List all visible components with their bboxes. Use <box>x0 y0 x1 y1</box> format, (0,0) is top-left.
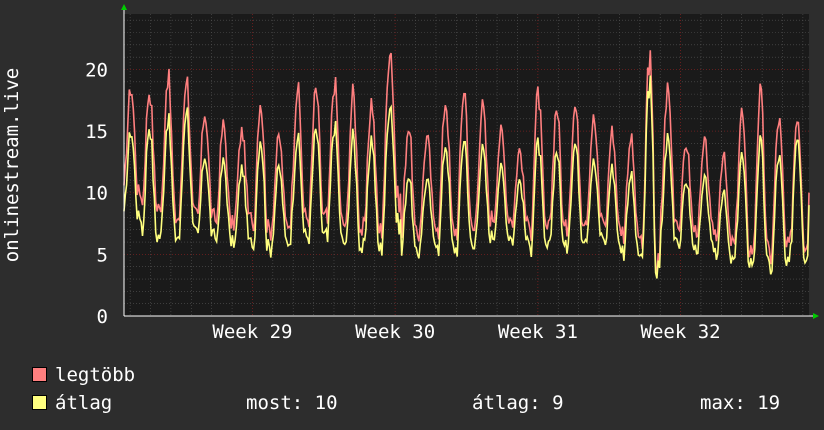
avg-swatch <box>32 395 47 410</box>
max-swatch <box>32 367 47 382</box>
y-axis-label: onlinestream.live <box>1 67 23 263</box>
y-tick-label: 0 <box>97 306 108 328</box>
legend-label-avg: átlag <box>55 392 113 414</box>
x-tick-label: Week 29 <box>212 321 292 343</box>
legend-item-avg: átlag <box>32 392 112 414</box>
series-line-max <box>123 50 810 274</box>
stat-now: most: 10 <box>246 392 338 414</box>
y-tick-label: 10 <box>85 183 108 205</box>
legend-label-max: legtöbb <box>55 364 136 386</box>
stat-average: átlag: 9 <box>472 392 564 414</box>
series-lines <box>123 50 810 279</box>
y-tick-label: 20 <box>85 59 108 81</box>
x-tick-label: Week 31 <box>498 321 578 343</box>
legend-item-max: legtöbb <box>32 364 135 386</box>
x-tick-label: Week 30 <box>355 321 435 343</box>
axes <box>121 4 819 319</box>
y-tick-label: 15 <box>85 121 108 143</box>
x-axis-arrow <box>813 313 819 319</box>
tick-labels: 0 5 10 15 20 Week 29 Week 30 Week 31 Week 32 <box>85 59 720 343</box>
y-axis-arrow <box>121 4 127 10</box>
y-tick-label: 5 <box>97 244 108 266</box>
series-line-avg <box>123 75 810 279</box>
stat-max: max: 19 <box>700 392 781 414</box>
x-tick-label: Week 32 <box>641 321 721 343</box>
